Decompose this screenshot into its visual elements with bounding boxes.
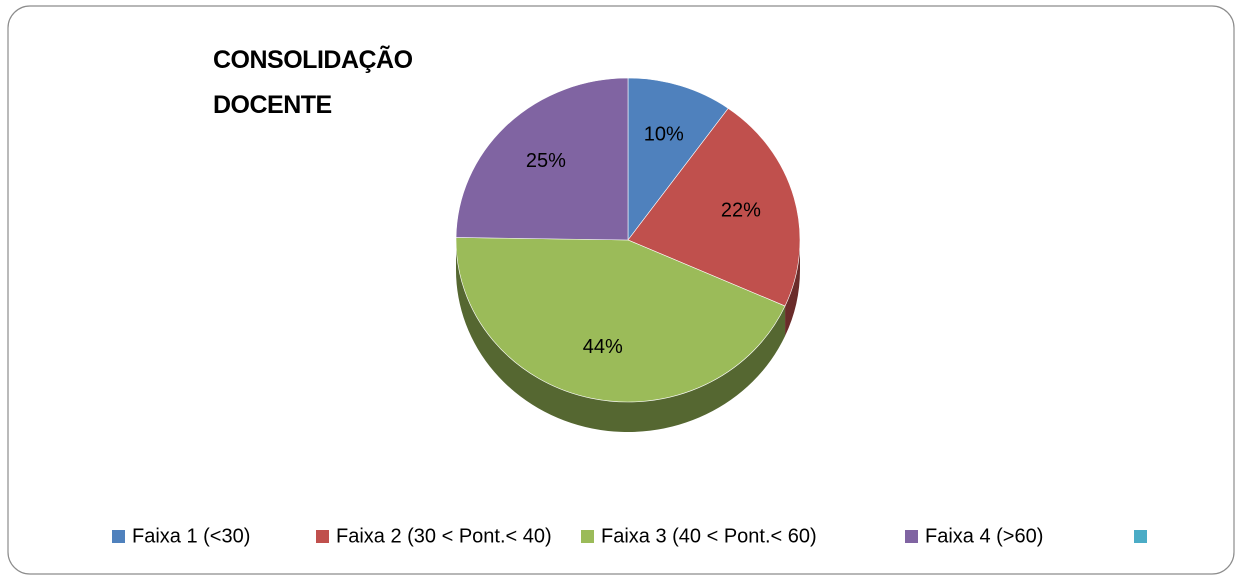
data-label: 10% — [644, 123, 684, 145]
slice-side — [456, 240, 786, 432]
legend-label: Faixa 3 (40 < Pont.< 60) — [601, 525, 817, 547]
legend-swatch — [112, 530, 125, 543]
slice — [627, 107, 801, 307]
slice — [455, 77, 629, 241]
legend-swatch — [905, 530, 918, 543]
legend-label: Faixa 2 (30 < Pont.< 40) — [336, 525, 552, 547]
legend-swatch — [1134, 530, 1147, 543]
legend-label: Faixa 4 (>60) — [925, 525, 1043, 547]
legend-swatch — [316, 530, 329, 543]
data-label: 25% — [526, 150, 566, 172]
data-label: 44% — [583, 336, 623, 358]
slice — [455, 237, 786, 403]
data-label: 22% — [721, 199, 761, 221]
chart-title: CONSOLIDAÇÃO DOCENTE — [213, 46, 413, 119]
legend-label: Faixa 1 (<30) — [132, 525, 250, 547]
pie: 10% 22% 44% 25% — [455, 77, 801, 432]
legend: Faixa 1 (<30) Faixa 2 (30 < Pont.< 40) Fai… — [112, 525, 1147, 547]
slice — [627, 77, 729, 241]
legend-swatch — [581, 530, 594, 543]
